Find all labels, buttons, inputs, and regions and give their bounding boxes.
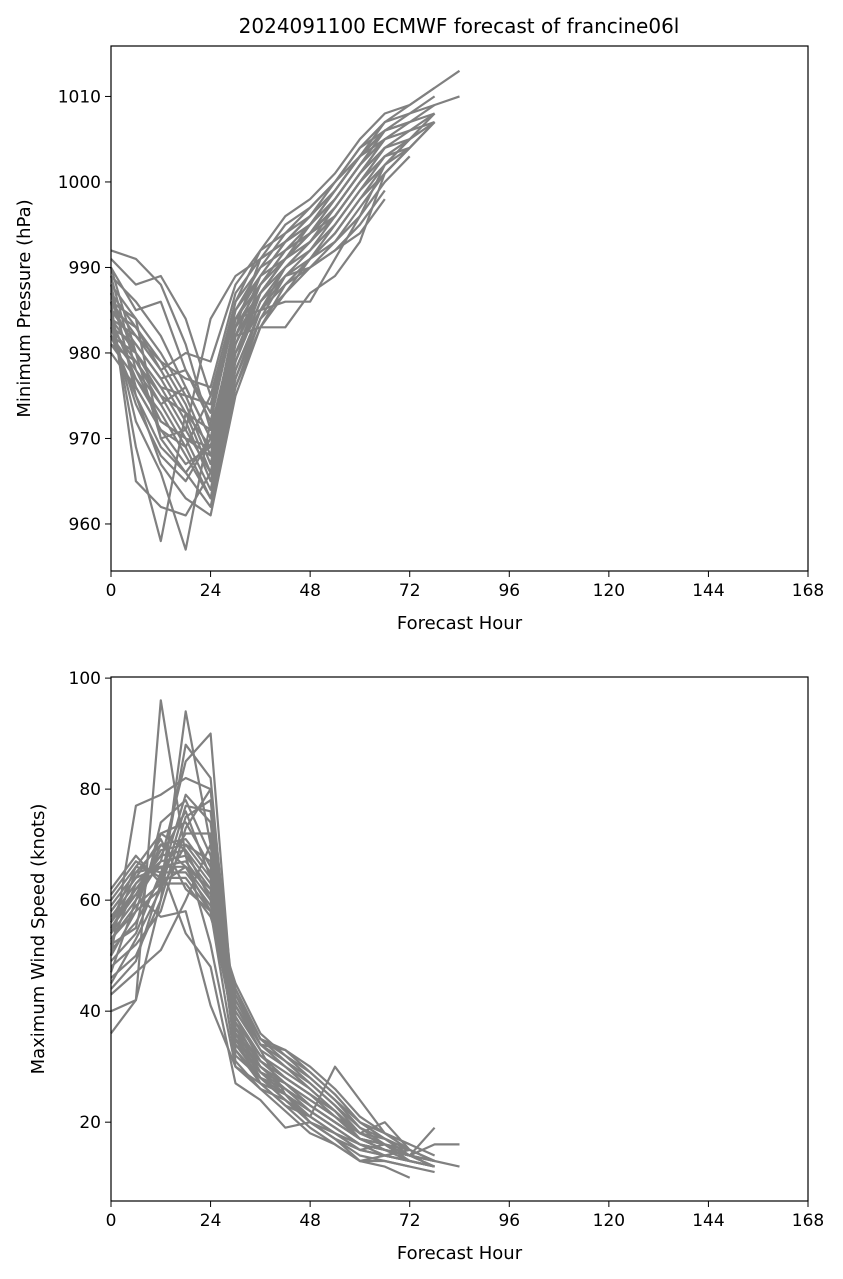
pressure-y-tick-label: 970 xyxy=(69,429,101,449)
pressure-x-axis-label: Forecast Hour xyxy=(397,613,523,634)
wind-plot-frame xyxy=(110,676,809,1202)
pressure-series-line xyxy=(110,121,411,372)
chart-title: 2024091100 ECMWF forecast of francine06l xyxy=(239,14,680,38)
wind-series-line xyxy=(110,893,436,1157)
pressure-x-tick-label: 96 xyxy=(498,581,520,601)
pressure-x-tick-label: 168 xyxy=(792,581,824,601)
wind-series-line xyxy=(109,843,410,1151)
wind-x-tick-label: 144 xyxy=(692,1211,724,1231)
pressure-axes: 0 24 48 72 96 120 144 168 960 970 980 990 1000 1010 Fo… xyxy=(14,45,824,634)
wind-series-line xyxy=(110,699,460,1168)
wind-x-tick-label: 168 xyxy=(792,1211,824,1231)
pressure-y-tick-label: 980 xyxy=(69,344,101,364)
pressure-series-line xyxy=(110,86,436,397)
pressure-x-tick-label: 24 xyxy=(200,581,222,601)
pressure-x-tick-label: 48 xyxy=(299,581,321,601)
wind-series-line xyxy=(110,860,411,1146)
pressure-x-tick-label: 144 xyxy=(692,581,724,601)
pressure-plot-frame xyxy=(110,45,809,572)
pressure-y-tick-label: 990 xyxy=(69,258,101,278)
pressure-y-tick-label: 1000 xyxy=(58,173,101,193)
wind-y-tick-label: 80 xyxy=(79,780,101,800)
wind-series-group xyxy=(109,699,460,1179)
wind-x-tick-label: 96 xyxy=(498,1211,520,1231)
wind-series-line xyxy=(110,838,411,1151)
pressure-x-tick-label: 72 xyxy=(399,581,421,601)
wind-y-tick-label: 40 xyxy=(79,1002,101,1022)
pressure-series-line xyxy=(110,147,386,466)
pressure-y-axis-label: Minimum Pressure (hPa) xyxy=(14,199,35,417)
wind-panel: 0 24 48 72 96 120 144 168 20 40 60 80 100 Forecast Ho… xyxy=(28,669,824,1264)
pressure-series-line xyxy=(109,155,411,543)
wind-series-line xyxy=(110,843,435,1168)
wind-series-line xyxy=(109,832,411,1157)
pressure-x-tick-label: 120 xyxy=(593,581,625,601)
pressure-x-tick-label: 0 xyxy=(106,581,117,601)
wind-x-axis-label: Forecast Hour xyxy=(397,1243,523,1264)
wind-y-tick-label: 60 xyxy=(79,891,101,911)
wind-y-tick-label: 100 xyxy=(69,669,101,689)
wind-x-tick-label: 48 xyxy=(299,1211,321,1231)
wind-series-line xyxy=(109,810,410,1157)
pressure-series-line xyxy=(109,129,386,457)
pressure-series-line xyxy=(110,129,386,449)
pressure-y-tick-label: 960 xyxy=(69,515,101,535)
wind-series-line xyxy=(110,710,435,1168)
wind-series-line xyxy=(110,860,411,1162)
wind-series-line xyxy=(110,843,435,1168)
pressure-panel: 0 24 48 72 96 120 144 168 960 970 980 990 1000 1010 Fo… xyxy=(14,45,824,634)
pressure-series-line xyxy=(110,69,461,431)
wind-x-tick-label: 72 xyxy=(399,1211,421,1231)
wind-series-line xyxy=(110,865,436,1163)
wind-x-tick-label: 120 xyxy=(593,1211,625,1231)
pressure-series-group xyxy=(109,69,461,551)
pressure-series-line xyxy=(109,147,411,517)
wind-axes: 0 24 48 72 96 120 144 168 20 40 60 80 100 Forecast Ho… xyxy=(28,669,824,1264)
wind-x-tick-label: 24 xyxy=(200,1211,222,1231)
wind-y-tick-label: 20 xyxy=(79,1113,101,1133)
pressure-series-line xyxy=(109,138,386,474)
wind-y-axis-label: Maximum Wind Speed (knots) xyxy=(28,804,49,1075)
wind-x-tick-label: 0 xyxy=(106,1211,117,1231)
pressure-y-tick-label: 1010 xyxy=(58,87,101,107)
